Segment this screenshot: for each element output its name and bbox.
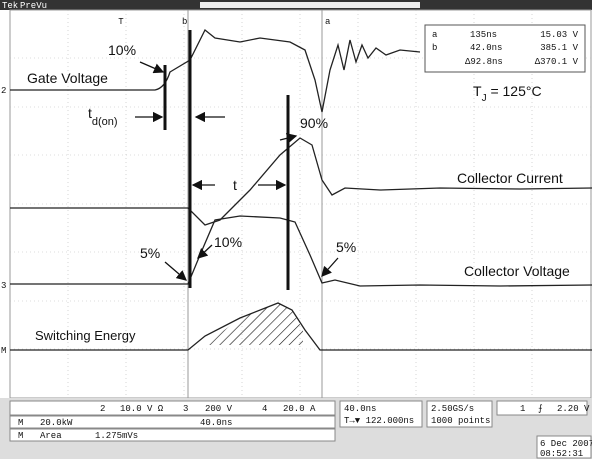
annotation: d(on) <box>92 116 118 128</box>
cursor-b: b <box>182 17 187 27</box>
status-text: M <box>18 431 23 441</box>
readout-time: 42.0ns <box>470 43 502 53</box>
cursor-a: a <box>325 17 331 27</box>
status-text: 2.50GS/s <box>431 404 474 414</box>
readout-delta-volt: Δ370.1 V <box>535 57 579 67</box>
status-text: 20.0kW <box>40 418 73 428</box>
status-text: 3 <box>183 404 188 414</box>
annotation: Switching Energy <box>35 328 136 343</box>
readout-cursor: b <box>432 43 437 53</box>
status-text: 1.275mVs <box>95 431 138 441</box>
annotation: 5% <box>140 245 160 261</box>
annotation: = 125°C <box>487 83 542 99</box>
annotation: Collector Voltage <box>464 263 570 279</box>
readout-volt: 385.1 V <box>540 43 578 53</box>
status-text: 40.0ns <box>200 418 232 428</box>
status-text: T→▼ 122.000ns <box>344 416 414 426</box>
annotation: Gate Voltage <box>27 70 108 86</box>
readout-delta-time: Δ92.8ns <box>465 57 503 67</box>
status-text: Area <box>40 431 62 441</box>
channel-marker: 2 <box>1 86 6 96</box>
annotation: Collector Current <box>457 170 563 186</box>
status-text: 6 Dec 2007 <box>540 439 592 449</box>
readout-time: 135ns <box>470 30 497 40</box>
annotation: td(on) <box>88 105 118 128</box>
status-text: 200 V <box>205 404 233 414</box>
channel-marker: 3 <box>1 281 6 291</box>
record-bar <box>200 2 420 8</box>
annotation: t <box>233 177 237 193</box>
status-text: 10.0 V Ω <box>120 404 164 414</box>
status-text: 20.0 A <box>283 404 316 414</box>
trigger-marker: T <box>118 17 124 27</box>
status-text: 1 <box>520 404 525 414</box>
status-text: 4 <box>262 404 267 414</box>
annotation: 90% <box>300 115 328 131</box>
channel-marker: M <box>1 346 6 356</box>
annotation: 10% <box>108 42 136 58</box>
status-text: 40.0ns <box>344 404 376 414</box>
status-text: 08:52:31 <box>540 449 583 459</box>
status-text: 2.20 V <box>557 404 590 414</box>
status-text: 1000 points <box>431 416 490 426</box>
scope-screen: Tek PreVu T b a a135ns15.03 V b42.0ns385… <box>0 0 592 459</box>
annotation: TJ = 125°C <box>473 83 542 104</box>
readout-cursor: a <box>432 30 438 40</box>
readout-volt: 15.03 V <box>540 30 578 40</box>
status-text: ⨍ <box>538 404 543 414</box>
status-text: M <box>18 418 23 428</box>
annotation: 10% <box>214 234 242 250</box>
annotation: 5% <box>336 239 356 255</box>
status-text: 2 <box>100 404 105 414</box>
